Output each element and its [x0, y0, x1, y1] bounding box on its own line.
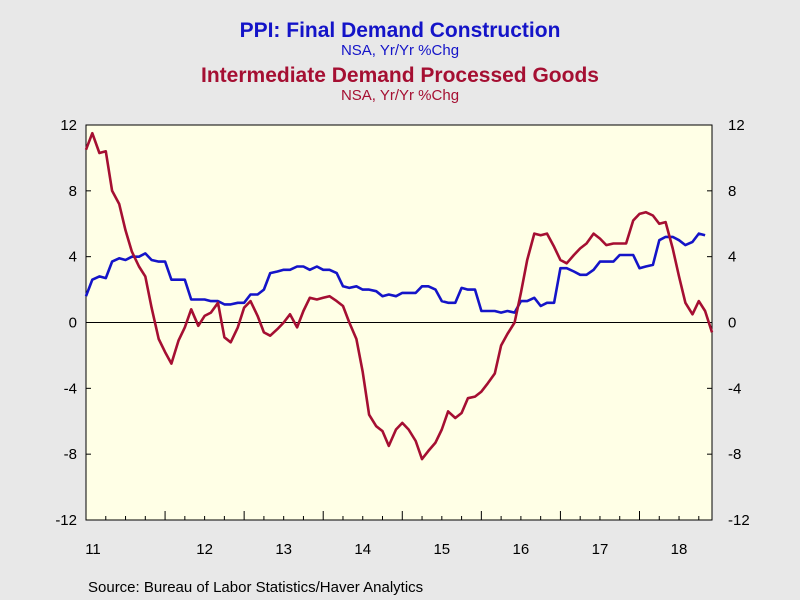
y-tick-label-left: -12	[55, 512, 77, 529]
y-tick-label-left: 12	[60, 117, 77, 134]
chart-title-series1: PPI: Final Demand Construction	[239, 19, 561, 42]
y-tick-label-left: 4	[69, 249, 77, 266]
series-line-final-demand-construction	[84, 232, 706, 314]
x-tick-label: 11	[85, 541, 101, 558]
axes-layer: 12 12 8 8 4 4 0 0 -4 -4 -8 -8 -12 -12 11 12 13 14 15 16 17 18	[55, 117, 749, 558]
x-tick-label: 13	[275, 541, 292, 558]
y-tick-label-left: -8	[64, 446, 77, 463]
y-tick-label-left: -4	[64, 380, 77, 397]
y-tick-label-left: 8	[69, 183, 77, 200]
y-tick-label-left: 0	[69, 315, 77, 332]
x-tick-label: 16	[513, 541, 530, 558]
x-tick-label: 14	[354, 541, 371, 558]
x-tick-label: 17	[592, 541, 609, 558]
y-tick-label-right: 0	[728, 315, 736, 332]
y-tick-label-right: 12	[728, 117, 745, 134]
chart-subtitle-series1: NSA, Yr/Yr %Chg	[340, 42, 460, 59]
x-tick-label: 18	[671, 541, 688, 558]
x-tick-label: 12	[196, 541, 213, 558]
y-tick-label-right: -8	[728, 446, 741, 463]
chart-title-series2: Intermediate Demand Processed Goods	[201, 64, 599, 87]
series-line-processed-goods	[84, 131, 714, 461]
series-layer	[84, 131, 714, 461]
source-note: Source: Bureau of Labor Statistics/Haver…	[88, 579, 424, 596]
y-tick-label-right: 4	[728, 249, 736, 266]
chart-subtitle-series2: NSA, Yr/Yr %Chg	[340, 87, 460, 104]
x-tick-label: 15	[433, 541, 450, 558]
y-tick-label-right: -12	[728, 512, 750, 529]
y-tick-label-right: -4	[728, 380, 741, 397]
y-tick-label-right: 8	[728, 183, 736, 200]
